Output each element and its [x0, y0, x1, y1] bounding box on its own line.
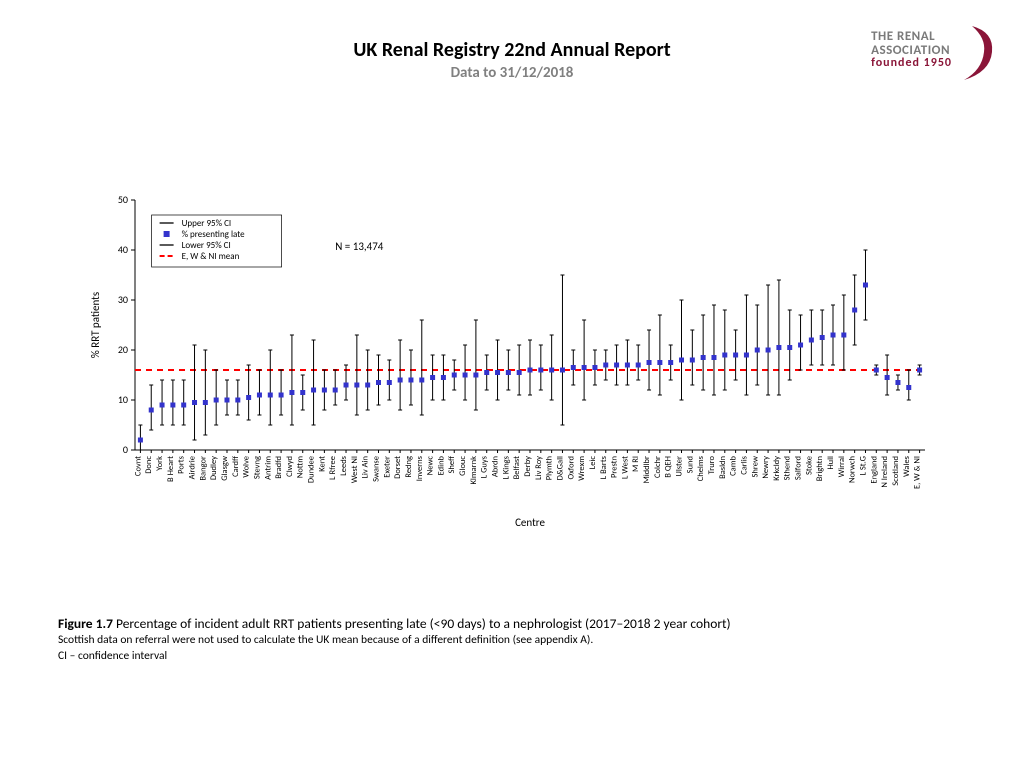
svg-text:Klmarnk: Klmarnk [469, 456, 479, 485]
svg-text:Hull: Hull [826, 456, 836, 470]
svg-text:Middlbr: Middlbr [642, 456, 652, 484]
svg-text:Stevng: Stevng [252, 456, 262, 479]
svg-text:E, W & NI mean: E, W & NI mean [182, 251, 240, 262]
svg-text:Prestn: Prestn [610, 456, 620, 478]
svg-text:Edinb: Edinb [436, 455, 446, 475]
svg-text:Derby: Derby [523, 456, 533, 477]
svg-text:Scotland: Scotland [891, 456, 901, 486]
svg-text:E, W & NI: E, W & NI [913, 456, 923, 489]
svg-text:Colchr: Colchr [653, 456, 663, 478]
caption-main: Percentage of incident adult RRT patient… [116, 615, 731, 632]
logo-line3: founded 1950 [871, 57, 952, 70]
svg-text:N Ireland: N Ireland [880, 456, 890, 488]
svg-text:Ports: Ports [177, 455, 187, 474]
svg-text:L Barts: L Barts [599, 455, 609, 479]
svg-text:30: 30 [118, 293, 128, 306]
svg-text:Newry: Newry [761, 456, 771, 479]
svg-text:York: York [155, 456, 165, 471]
logo-line2: ASSOCIATION [871, 44, 952, 58]
svg-text:Leic: Leic [588, 456, 598, 470]
svg-text:Wirral: Wirral [837, 456, 847, 477]
svg-text:Antrim: Antrim [263, 456, 273, 480]
svg-text:Plymth: Plymth [545, 456, 555, 480]
svg-text:Bradfd: Bradfd [274, 456, 284, 479]
svg-text:Camb: Camb [729, 455, 739, 475]
svg-text:20: 20 [118, 343, 128, 356]
svg-text:Clwyd: Clwyd [285, 456, 295, 477]
svg-text:M RI: M RI [631, 456, 641, 472]
svg-text:B QEH: B QEH [664, 456, 674, 478]
svg-text:Airdrie: Airdrie [188, 456, 198, 479]
svg-text:Chelms: Chelms [696, 455, 706, 481]
svg-text:Wrexm: Wrexm [577, 456, 587, 481]
svg-text:Salford: Salford [794, 456, 804, 480]
svg-text:Newc: Newc [426, 456, 436, 476]
svg-text:Dundee: Dundee [307, 456, 317, 483]
swoosh-icon [952, 24, 996, 84]
svg-text:D&Gall: D&Gall [555, 456, 565, 480]
svg-text:B Heart: B Heart [166, 456, 176, 482]
svg-text:Upper 95% CI: Upper 95% CI [182, 218, 232, 229]
svg-text:Basldn: Basldn [718, 456, 728, 479]
svg-text:Liv Ain: Liv Ain [361, 456, 371, 479]
svg-text:Abrdn: Abrdn [491, 456, 501, 477]
svg-text:Exeter: Exeter [382, 456, 392, 478]
svg-text:Glasgw: Glasgw [220, 456, 230, 481]
svg-text:Dorset: Dorset [393, 456, 403, 479]
svg-text:L Rfree: L Rfree [328, 456, 338, 480]
svg-text:Swanse: Swanse [371, 456, 381, 482]
svg-text:Donc: Donc [144, 456, 154, 474]
svg-text:L Kings: L Kings [501, 455, 511, 479]
svg-text:Bangor: Bangor [198, 456, 208, 481]
figure-label: Figure 1.7 [58, 615, 116, 632]
svg-text:Belfast: Belfast [512, 456, 522, 480]
svg-text:Cardff: Cardff [231, 456, 241, 477]
svg-text:Wolve: Wolve [242, 456, 252, 478]
svg-text:Sheff: Sheff [447, 456, 457, 474]
svg-text:L Guys: L Guys [480, 455, 490, 478]
svg-text:10: 10 [118, 393, 128, 406]
svg-text:Brightn: Brightn [815, 456, 825, 481]
svg-text:Dudley: Dudley [209, 456, 219, 480]
svg-text:Ulster: Ulster [675, 456, 685, 477]
svg-text:Kent: Kent [317, 456, 327, 472]
svg-text:L St.G: L St.G [858, 456, 868, 476]
svg-text:0: 0 [123, 443, 128, 456]
svg-text:% presenting late: % presenting late [182, 229, 246, 240]
svg-text:Krkcldy: Krkcldy [772, 456, 782, 481]
svg-text:Inverns: Inverns [415, 455, 425, 481]
svg-text:% RRT patients: % RRT patients [89, 292, 102, 358]
caption-note2: CI – confidence interval [58, 649, 966, 665]
svg-text:Sthend: Sthend [783, 456, 793, 480]
svg-text:Glouc: Glouc [458, 456, 468, 476]
svg-text:West NI: West NI [350, 456, 360, 483]
svg-text:Liv Roy: Liv Roy [534, 456, 544, 480]
figure-caption: Figure 1.7 Percentage of incident adult … [58, 615, 966, 664]
svg-text:Covnt: Covnt [133, 456, 143, 476]
svg-text:50: 50 [118, 193, 128, 206]
svg-text:N = 13,474: N = 13,474 [335, 240, 384, 253]
svg-text:Carlis: Carlis [739, 455, 749, 474]
svg-text:Nottm: Nottm [296, 456, 306, 478]
logo-line1: THE RENAL [871, 30, 952, 44]
svg-text:Lower 95% CI: Lower 95% CI [182, 240, 231, 251]
svg-text:Wales: Wales [902, 455, 912, 477]
svg-text:Norwch: Norwch [848, 456, 858, 483]
renal-association-logo: THE RENAL ASSOCIATION founded 1950 [871, 30, 994, 70]
svg-text:Redng: Redng [404, 456, 414, 478]
svg-text:40: 40 [118, 243, 128, 256]
svg-text:Centre: Centre [515, 516, 545, 529]
main-chart: 01020304050% RRT patientsCovntDoncYorkB … [85, 190, 935, 530]
svg-text:England: England [869, 456, 879, 484]
svg-text:Truro: Truro [707, 455, 717, 474]
svg-text:Leeds: Leeds [339, 455, 349, 475]
svg-text:Stoke: Stoke [804, 456, 814, 475]
svg-text:Sund: Sund [685, 456, 695, 473]
caption-note1: Scottish data on referral were not used … [58, 633, 966, 649]
svg-text:L West: L West [620, 456, 630, 479]
svg-text:Shrew: Shrew [750, 456, 760, 478]
svg-text:Oxford: Oxford [566, 456, 576, 479]
